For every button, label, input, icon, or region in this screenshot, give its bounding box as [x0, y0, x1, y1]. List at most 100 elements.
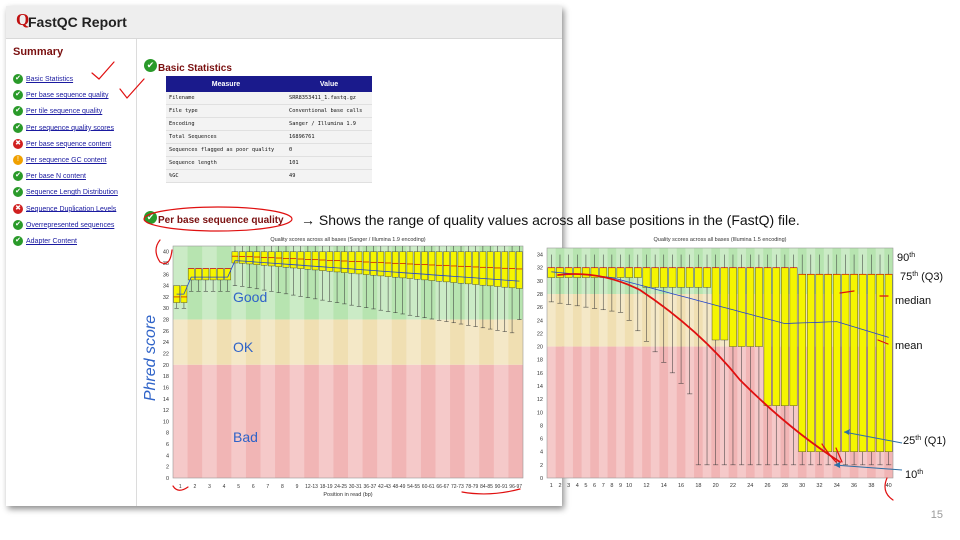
sidebar-item[interactable]: ✔ Adapter Content — [13, 236, 77, 249]
plot-title: Quality scores across all bases (Sanger … — [270, 237, 425, 243]
sidebar-item[interactable]: ! Per sequence GC content — [13, 155, 107, 168]
measure-cell: Total Sequences — [166, 130, 286, 144]
legend-suffix: (Q1) — [924, 435, 946, 447]
y-tick-label: 16 — [163, 385, 169, 391]
hand-drawn-curve — [557, 273, 841, 463]
y-tick-label: 28 — [163, 318, 169, 324]
quartile-box — [195, 268, 202, 281]
x-tick-label: 5 — [584, 483, 587, 489]
x-tick-label: 30-31 — [349, 484, 362, 490]
quartile-box — [377, 251, 385, 277]
sidebar-item[interactable]: ✔ Per base sequence quality — [13, 90, 109, 103]
x-tick-label: 1 — [550, 483, 553, 489]
ok-zone-label: OK — [233, 339, 254, 355]
y-tick-label: 24 — [163, 340, 169, 346]
quartile-box — [209, 268, 217, 281]
quartile-box — [362, 251, 370, 275]
y-tick-label: 24 — [537, 318, 543, 324]
slide-number: 15 — [930, 509, 943, 521]
per-base-quality-heading: Per base sequence quality — [158, 215, 284, 226]
median-marker — [839, 290, 855, 294]
measure-cell: Sequences flagged as poor quality — [166, 143, 286, 157]
quartile-box — [633, 267, 642, 278]
pointer-arrow — [833, 464, 903, 471]
arrow-head-icon — [834, 462, 840, 468]
sidebar-item-label: Sequence Length Distribution — [26, 189, 118, 197]
sidebar-item-label: Sequence Duplication Levels — [26, 205, 117, 213]
hand-mark — [884, 477, 894, 501]
quartile-box — [651, 267, 659, 288]
legend-number: 75 — [900, 271, 912, 283]
y-tick-label: 18 — [537, 358, 543, 364]
plot-title: Quality scores across all bases (Illumin… — [654, 237, 787, 243]
quartile-box — [224, 268, 231, 281]
x-tick-label: 12 — [643, 483, 649, 489]
hand-check-mark — [119, 78, 145, 99]
x-tick-label: 66-67 — [436, 484, 449, 490]
y-tick-label: 36 — [163, 272, 169, 278]
quartile-box — [755, 267, 763, 347]
superscript: th — [909, 252, 915, 259]
x-tick-label: 12-13 — [305, 484, 318, 490]
quartile-box — [573, 267, 582, 278]
quartile-box — [246, 251, 253, 265]
sidebar-item[interactable]: ✖ Sequence Duplication Levels — [13, 203, 117, 217]
y-tick-label: 22 — [163, 352, 169, 358]
x-tick-label: 60-61 — [422, 484, 435, 490]
report-title: FastQC Report — [28, 14, 127, 30]
value-cell: 0 — [286, 143, 372, 157]
x-tick-label: 24 — [747, 483, 753, 489]
y-tick-label: 4 — [540, 450, 543, 456]
sidebar-item[interactable]: ✔ Per tile sequence quality — [13, 106, 102, 119]
sidebar-item[interactable]: ✖ Per base sequence content — [13, 138, 111, 152]
column-stripe — [581, 248, 591, 478]
quartile-box — [268, 251, 275, 267]
quartile-box — [355, 251, 363, 275]
legend-suffix: (Q3) — [921, 271, 943, 283]
quartile-box — [392, 251, 399, 278]
quartile-box — [729, 267, 737, 347]
sidebar-item-label: Per sequence quality scores — [26, 124, 114, 132]
fastqc-logo-icon: Q — [16, 10, 30, 29]
x-tick-label: 42-43 — [378, 484, 391, 490]
quartile-box — [884, 274, 893, 452]
x-tick-label: 34 — [834, 483, 840, 489]
quartile-box — [824, 274, 832, 452]
quartile-box — [694, 267, 703, 288]
fail-icon: ✖ — [13, 138, 23, 149]
quartile-box — [642, 267, 651, 288]
sidebar-item-label: Per base sequence quality — [26, 92, 109, 100]
quartile-box — [763, 267, 772, 406]
sidebar-item[interactable]: ✔ Overrepresented sequences — [13, 219, 114, 233]
hand-underline — [172, 485, 189, 491]
pass-icon: ✔ — [13, 122, 23, 133]
pass-icon: ✔ — [13, 187, 23, 198]
quartile-box — [841, 274, 850, 452]
hand-circle — [155, 239, 173, 265]
x-tick-label: 6 — [593, 483, 596, 489]
y-tick-label: 32 — [537, 266, 543, 272]
summary-sidebar: Summary ✔ Basic Statistics ✔ Per base seque… — [6, 39, 137, 506]
quartile-box — [711, 267, 720, 341]
table-row: Filename SRR8353411_1.fastq.gz — [166, 92, 372, 105]
x-tick-label: 1 — [179, 484, 182, 490]
column-stripe — [260, 246, 276, 478]
sidebar-item[interactable]: ✔ Per sequence quality scores — [13, 122, 114, 136]
quartile-box — [737, 267, 746, 347]
quartile-box — [450, 251, 457, 283]
arrow-head-icon — [844, 429, 850, 435]
legend-10th: 10th — [905, 469, 923, 481]
bad-zone-label: Bad — [233, 429, 258, 445]
measure-cell: Filename — [166, 92, 286, 105]
measure-cell: %GC — [166, 169, 286, 183]
phred-score-label: Phred score — [142, 315, 159, 401]
y-tick-label: 14 — [537, 384, 543, 390]
value-cell: Sanger / Illumina 1.9 — [286, 117, 372, 131]
sidebar-item[interactable]: ✔ Sequence Length Distribution — [13, 187, 118, 200]
column-stripe — [202, 246, 217, 478]
value-cell: Conventional base calls — [286, 104, 372, 118]
sidebar-item[interactable]: ✔ Basic Statistics — [13, 74, 73, 87]
x-tick-label: 2 — [193, 484, 196, 490]
sidebar-item[interactable]: ✔ Per base N content — [13, 171, 86, 184]
x-tick-label: 14 — [661, 483, 667, 489]
